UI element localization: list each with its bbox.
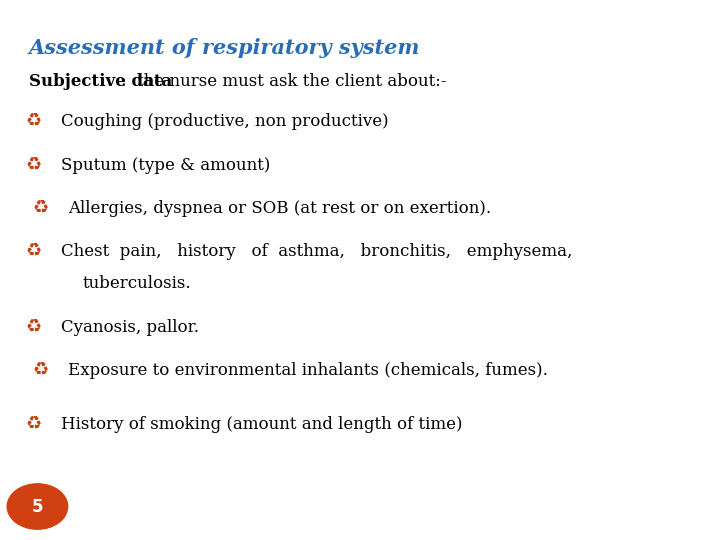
Text: Cyanosis, pallor.: Cyanosis, pallor. (61, 319, 199, 335)
Text: ♻: ♻ (25, 157, 41, 174)
Text: Subjective data: Subjective data (29, 73, 172, 90)
Text: 5: 5 (32, 497, 43, 516)
Text: ♻: ♻ (25, 319, 41, 336)
Text: tuberculosis.: tuberculosis. (83, 275, 192, 292)
Text: Coughing (productive, non productive): Coughing (productive, non productive) (61, 113, 389, 130)
Text: Allergies, dyspnea or SOB (at rest or on exertion).: Allergies, dyspnea or SOB (at rest or on… (68, 200, 492, 217)
Text: ♻: ♻ (32, 200, 48, 218)
Text: :  the nurse must ask the client about:-: : the nurse must ask the client about:- (121, 73, 446, 90)
Text: ♻: ♻ (32, 362, 48, 380)
Text: Exposure to environmental inhalants (chemicals, fumes).: Exposure to environmental inhalants (che… (68, 362, 548, 379)
Text: ♻: ♻ (25, 113, 41, 131)
Text: History of smoking (amount and length of time): History of smoking (amount and length of… (61, 416, 463, 433)
Text: Sputum (type & amount): Sputum (type & amount) (61, 157, 271, 173)
Text: Chest  pain,   history   of  asthma,   bronchitis,   emphysema,: Chest pain, history of asthma, bronchiti… (61, 243, 572, 260)
Text: ♻: ♻ (25, 416, 41, 434)
Circle shape (7, 484, 68, 529)
Text: Assessment of respiratory system: Assessment of respiratory system (29, 38, 420, 58)
Text: ♻: ♻ (25, 243, 41, 261)
